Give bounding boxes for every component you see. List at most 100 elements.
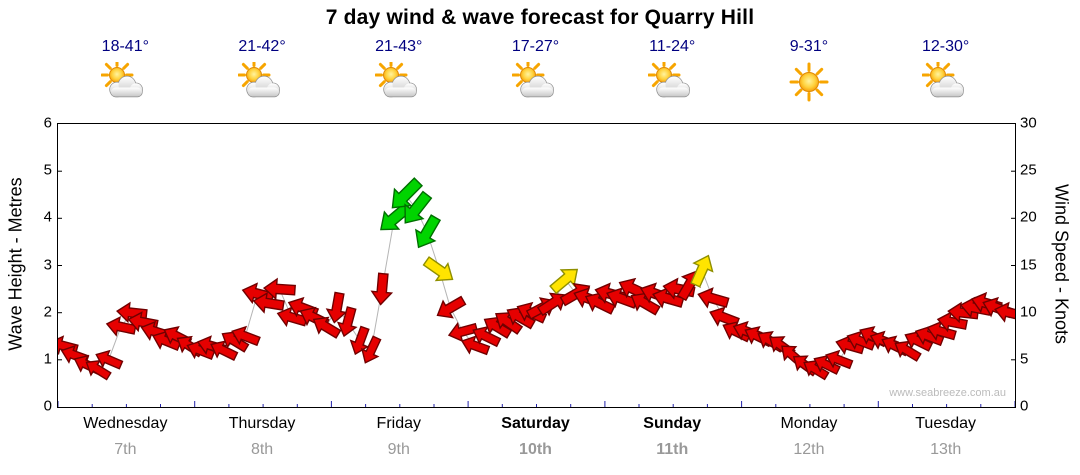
wind-arrow <box>361 335 382 364</box>
wind-arrow <box>584 292 616 315</box>
weather-icon-wrap <box>374 58 423 102</box>
sun-ray <box>378 62 386 70</box>
temp-range-label: 17-27° <box>511 38 560 55</box>
day-date-label: 13th <box>930 441 962 458</box>
cloud-fill <box>247 76 280 97</box>
wind-arrow <box>95 349 124 370</box>
sun-disc <box>798 72 819 92</box>
wind-arrow <box>349 325 370 356</box>
day-name-label: Thursday <box>228 415 296 432</box>
wind-arrow <box>252 291 285 314</box>
sun-ray <box>815 88 824 97</box>
cloud-fill <box>110 76 143 97</box>
temp-range-label: 21-42° <box>238 38 286 55</box>
cloud-fill <box>383 76 416 97</box>
wave-tick-label: 0 <box>43 397 52 415</box>
day-name-label: Sunday <box>643 415 702 432</box>
cloud-fill <box>930 76 963 97</box>
sun-ray <box>794 88 803 97</box>
wind-arrow <box>210 340 239 362</box>
wind-arrow <box>549 268 579 295</box>
wind-arrow <box>926 320 957 342</box>
wave-tick-label: 5 <box>43 161 52 179</box>
sun-ray <box>652 80 660 88</box>
wind-arrow <box>894 340 922 362</box>
partly-cloudy-icon <box>921 58 964 98</box>
wind-tick-label: 30 <box>1020 114 1037 132</box>
watermark: www.seabreeze.com.au <box>889 387 1006 399</box>
weather-icon-wrap <box>921 58 970 102</box>
wind-arrow <box>391 177 424 209</box>
wind-arrow <box>936 311 968 333</box>
wind-arrow <box>415 214 442 249</box>
day-date-label: 9th <box>387 441 410 458</box>
wind-arrow <box>495 312 524 335</box>
wind-arrow <box>690 254 714 288</box>
sun-ray <box>395 62 403 70</box>
sun-ray <box>815 67 824 76</box>
cloud-fill <box>657 76 690 97</box>
wind-arrow <box>404 190 433 224</box>
wind-tick-label: 15 <box>1020 256 1037 273</box>
wind-arrow <box>325 291 348 324</box>
partly-cloudy-icon <box>647 58 691 98</box>
wind-arrow <box>231 325 261 347</box>
wind-arrow <box>460 335 491 356</box>
wind-arrow <box>262 277 296 301</box>
sunny-icon <box>789 62 829 102</box>
day-date-label: 8th <box>250 441 274 458</box>
partly-cloudy-icon <box>511 58 554 98</box>
sun-ray <box>378 80 386 88</box>
weather-icon-wrap <box>785 62 833 102</box>
sun-ray <box>105 62 113 70</box>
sun-ray <box>259 62 267 70</box>
sun-ray <box>515 80 523 88</box>
sun-ray <box>669 62 677 70</box>
wind-arrow <box>994 301 1015 323</box>
wind-tick-label: 25 <box>1020 161 1037 179</box>
wind-arrow <box>336 306 358 338</box>
weather-icon-wrap <box>237 58 286 102</box>
wave-tick-label: 2 <box>43 303 52 321</box>
temp-range-label: 9-31° <box>789 38 829 55</box>
wind-arrow <box>472 325 502 348</box>
wind-arrow <box>697 287 730 309</box>
weather-icon-wrap <box>647 58 696 102</box>
sun-ray <box>515 62 523 70</box>
wind-arrow <box>506 306 536 330</box>
sun-ray <box>122 62 130 70</box>
wind-arrow <box>422 256 454 282</box>
wind-arrow <box>709 306 740 328</box>
cloud-fill <box>520 76 553 97</box>
sun-ray <box>241 62 249 70</box>
left-axis-title: Wave Height - Metres <box>5 177 26 351</box>
day-date-label: 12th <box>793 441 825 458</box>
day-date-label: 11th <box>656 441 689 458</box>
wind-arrow <box>630 292 661 316</box>
page-title: 7 day wind & wave forecast for Quarry Hi… <box>325 6 755 29</box>
wind-tick-label: 10 <box>1020 303 1037 321</box>
sun-ray <box>241 80 249 88</box>
wind-arrow <box>813 354 841 375</box>
wave-tick-label: 4 <box>43 208 52 226</box>
partly-cloudy-icon <box>237 58 280 98</box>
wind-arrow-chart <box>57 123 1016 408</box>
day-name-label: Friday <box>376 415 422 432</box>
wind-arrow <box>221 331 250 353</box>
wind-arrow <box>85 359 112 381</box>
wind-arrow <box>904 330 934 352</box>
partly-cloudy-icon <box>100 58 144 98</box>
sun-ray <box>652 62 660 70</box>
wind-arrow <box>825 349 854 370</box>
day-name-label: Tuesday <box>915 415 977 432</box>
day-date-label: 7th <box>114 441 137 458</box>
wave-tick-label: 1 <box>43 350 52 368</box>
wind-arrow <box>436 295 467 319</box>
wave-tick-label: 6 <box>43 114 52 132</box>
day-name-label: Wednesday <box>83 415 168 432</box>
sun-ray <box>942 62 950 70</box>
wind-arrow <box>370 272 394 306</box>
day-name-label: Saturday <box>501 415 570 432</box>
wind-arrow <box>312 316 342 339</box>
